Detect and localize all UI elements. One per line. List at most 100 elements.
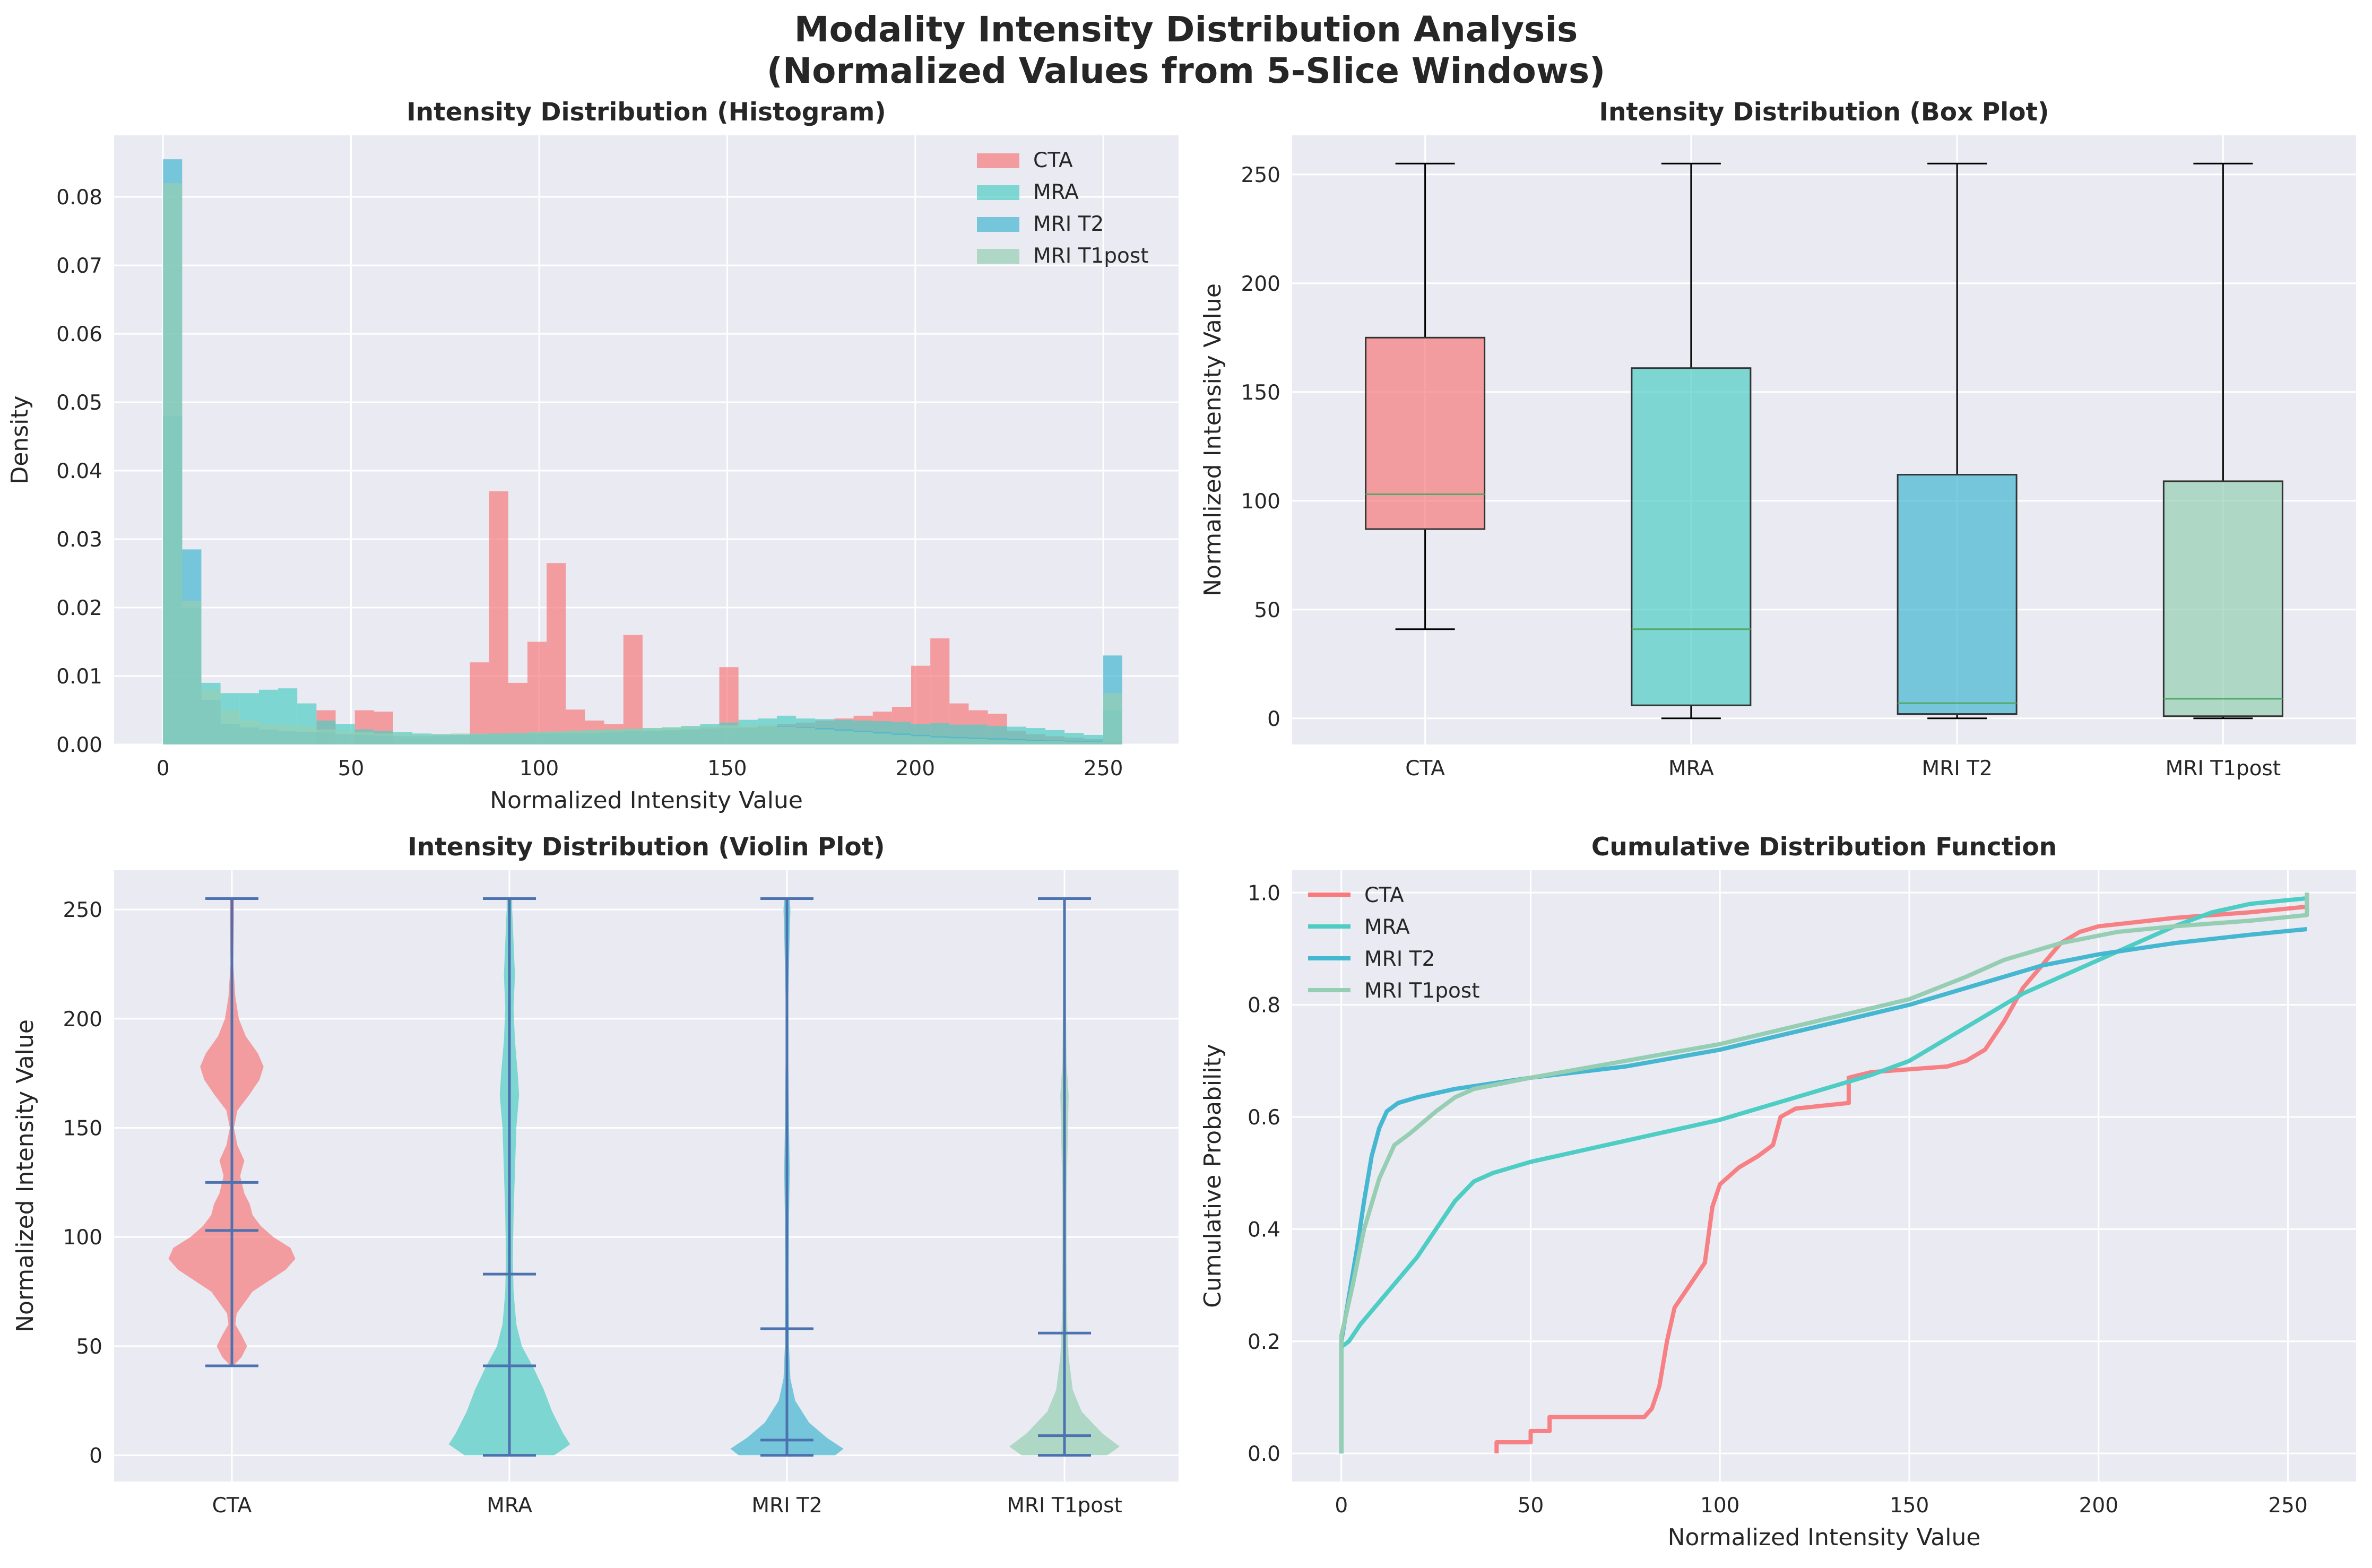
hist-bar — [297, 726, 317, 744]
hist-bar — [470, 662, 489, 744]
x-tick-label: 150 — [1890, 1494, 1929, 1518]
hist-bar — [968, 739, 988, 744]
legend-label-mri-t1post: MRI T1post — [1364, 979, 1480, 1003]
hist-bar — [547, 731, 566, 744]
violin-cta — [168, 897, 296, 1367]
hist-bar — [604, 729, 624, 744]
x-tick-label: MRI T1post — [1007, 1494, 1122, 1518]
legend-label-mra: MRA — [1033, 180, 1079, 204]
hist-bar — [738, 725, 758, 744]
y-tick-label: 200 — [1241, 272, 1280, 296]
y-tick-label: 150 — [63, 1116, 102, 1140]
histogram-panel: Intensity Distribution (Histogram) 0.00 0.… — [6, 98, 1179, 814]
x-axis-label: Normalized Intensity Value — [1668, 1524, 1981, 1551]
hist-bar — [757, 725, 777, 744]
y-axis-label: Cumulative Probability — [1199, 1044, 1226, 1308]
hist-bar — [623, 635, 643, 744]
x-tick-label: 200 — [2079, 1494, 2118, 1518]
y-tick-label: 50 — [76, 1335, 102, 1359]
y-tick-label: 0.03 — [56, 528, 102, 552]
hist-bar — [335, 731, 355, 744]
legend-label-mri-t2: MRI T2 — [1033, 212, 1104, 236]
hist-bar — [585, 730, 604, 744]
x-tick-label: CTA — [212, 1494, 252, 1518]
hist-bar — [547, 563, 566, 744]
y-tick-label: 0.02 — [56, 596, 102, 620]
x-tick-label: CTA — [1405, 757, 1445, 781]
panel-title: Intensity Distribution (Box Plot) — [1599, 98, 2049, 127]
iqr-box — [2162, 480, 2283, 717]
y-tick-label: 150 — [1241, 381, 1280, 405]
hist-bar — [278, 725, 298, 744]
violin-plot-panel: Intensity Distribution (Violin Plot) 0 50 1… — [12, 833, 1179, 1518]
cdf-panel: Cumulative Distribution Function 0.0 0.2 0.… — [1199, 833, 2356, 1551]
y-axis-label: Normalized Intensity Value — [1199, 283, 1226, 596]
cdf-line-mra — [1339, 896, 2307, 1454]
hist-bar — [700, 726, 720, 744]
cdf-line-cta — [1494, 904, 2307, 1454]
y-tick-label: 0.0 — [1248, 1442, 1280, 1466]
hist-bar — [815, 729, 835, 744]
violin-mri-t1post — [1009, 897, 1120, 1457]
x-tick-label: 0 — [157, 757, 170, 781]
hist-bar — [412, 734, 432, 744]
hist-bar — [1007, 740, 1026, 744]
iqr-box — [1631, 367, 1752, 706]
hist-bar — [930, 738, 950, 744]
box-cta — [1365, 162, 1486, 630]
x-tick-label: MRI T2 — [751, 1494, 822, 1518]
hist-bar — [258, 724, 279, 744]
hist-bar — [776, 726, 797, 744]
hist-bar — [662, 727, 681, 744]
y-axis-label: Density — [6, 395, 33, 484]
y-tick-label: 0.6 — [1248, 1106, 1280, 1130]
hist-bar — [891, 734, 912, 744]
y-tick-label: 100 — [1241, 490, 1280, 514]
box-mri-t2 — [1897, 162, 2018, 720]
y-tick-label: 0.06 — [56, 323, 102, 346]
hist-bar — [508, 733, 528, 744]
hist-bar — [451, 733, 470, 744]
hist-bar — [834, 731, 854, 744]
legend: CTA MRA MRI T2 MRI T1post — [977, 149, 1149, 268]
hist-bar — [988, 739, 1007, 744]
x-tick-label: MRI T1post — [2166, 757, 2281, 781]
x-tick-label: 100 — [1700, 1494, 1739, 1518]
x-tick-label: 50 — [338, 757, 365, 781]
hist-bar — [853, 732, 873, 744]
box-mri-t1post — [2162, 162, 2283, 720]
x-tick-label: MRA — [487, 1494, 532, 1518]
legend-label-mra: MRA — [1364, 915, 1410, 939]
hist-bar — [220, 710, 240, 744]
y-tick-label: 50 — [1254, 599, 1280, 622]
hist-bar — [796, 728, 816, 744]
hist-bar — [431, 734, 451, 744]
plot-area — [1292, 870, 2356, 1482]
legend-label-cta: CTA — [1033, 149, 1073, 172]
iqr-box — [1897, 474, 2018, 715]
plot-area — [114, 135, 1179, 744]
hist-bar — [182, 601, 202, 744]
panel-title: Cumulative Distribution Function — [1591, 833, 2057, 862]
legend-swatch-mri-t2 — [977, 217, 1019, 232]
hist-bar — [489, 733, 508, 744]
legend-label-mri-t2: MRI T2 — [1364, 947, 1435, 971]
hist-bar — [1084, 741, 1103, 744]
hist-series-mri-t1post — [163, 183, 1122, 745]
hist-bar — [239, 720, 259, 744]
y-tick-label: 0.2 — [1248, 1330, 1280, 1354]
x-tick-label: MRA — [1668, 757, 1714, 781]
x-tick-label: 250 — [1084, 757, 1123, 781]
hist-bar — [527, 732, 547, 744]
figure-title-line2: (Normalized Values from 5-Slice Windows) — [767, 50, 1606, 91]
hist-bar — [470, 733, 489, 744]
hist-bar — [527, 642, 547, 744]
hist-bar — [642, 728, 662, 744]
legend-label-cta: CTA — [1364, 883, 1404, 907]
y-tick-label: 100 — [63, 1226, 102, 1250]
y-tick-label: 250 — [1241, 163, 1280, 187]
hist-bar — [566, 731, 585, 744]
violin-mri-t2 — [730, 897, 844, 1457]
y-tick-label: 0 — [1267, 707, 1280, 731]
